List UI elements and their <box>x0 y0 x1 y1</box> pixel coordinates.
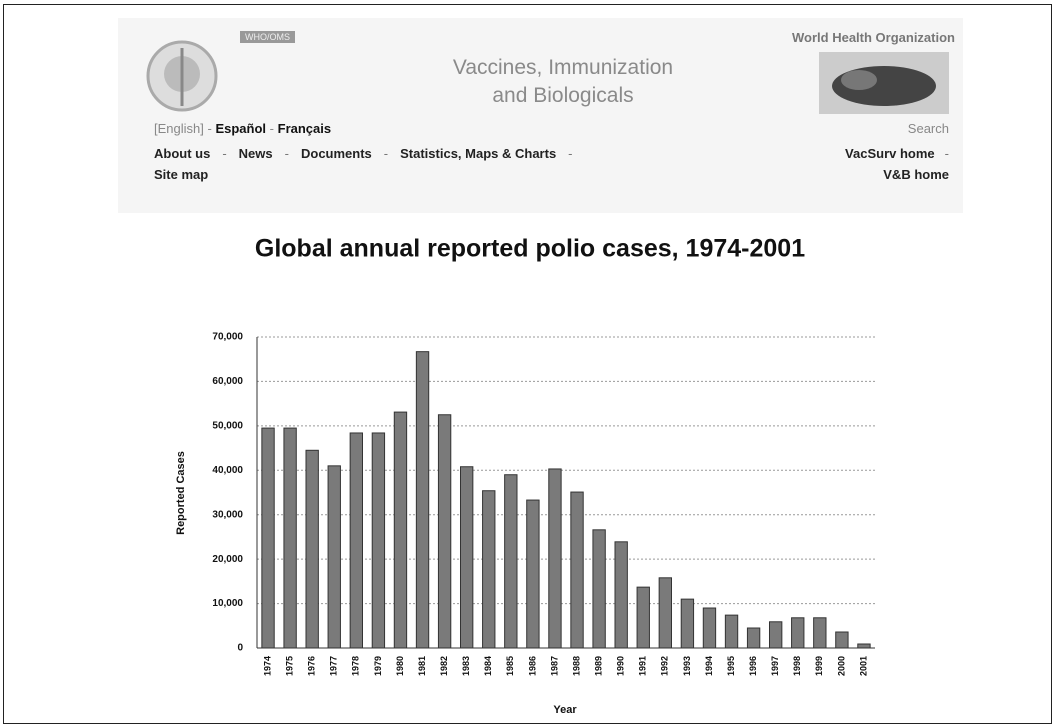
x-tick-label: 1986 <box>527 656 537 676</box>
x-tick-label: 1989 <box>593 656 603 676</box>
x-tick-label: 1985 <box>505 656 515 676</box>
x-tick-label: 1997 <box>770 656 780 676</box>
x-tick-label: 1999 <box>814 656 824 676</box>
y-tick-label: 0 <box>237 643 243 654</box>
chart-title: Global annual reported polio cases, 1974… <box>255 235 805 263</box>
x-tick-label: 1976 <box>307 656 317 676</box>
x-tick-label: 1998 <box>792 656 802 676</box>
site-title-line: and Biologicals <box>492 84 634 107</box>
bar <box>283 427 297 649</box>
bar <box>415 351 430 649</box>
chart: Global annual reported polio cases, 1974… <box>175 235 875 716</box>
y-tick-label: 60,000 <box>212 376 243 387</box>
bar <box>526 499 540 649</box>
nav-links: About us - News - Documents - Statistics, Maps… <box>154 143 734 185</box>
site-title: Vaccines, Immunization and Biologicals <box>403 54 723 110</box>
x-tick-label: 1981 <box>417 656 427 676</box>
y-tick-label: 50,000 <box>212 420 243 431</box>
x-tick-label: 2000 <box>836 656 846 676</box>
bar <box>835 631 849 649</box>
bar <box>791 617 805 649</box>
bar <box>768 621 783 649</box>
y-tick-label: 10,000 <box>212 598 243 609</box>
nav-link[interactable]: VacSurv home <box>845 146 935 161</box>
nav-link[interactable]: Documents <box>300 146 372 161</box>
nav-link[interactable]: News <box>238 146 273 161</box>
x-tick-label: 1995 <box>726 656 736 676</box>
y-tick-label: 40,000 <box>212 465 243 476</box>
x-tick-label: 1980 <box>395 656 405 676</box>
separator: - <box>383 146 389 161</box>
x-tick-label: 1984 <box>483 656 493 676</box>
bar <box>592 529 606 649</box>
language-link[interactable]: [English] <box>154 121 204 136</box>
separator: - <box>222 146 227 161</box>
x-tick-label: 1996 <box>748 656 758 676</box>
bar <box>349 432 364 649</box>
bar <box>570 491 584 649</box>
y-tick-label: 70,000 <box>212 332 243 343</box>
x-tick-label: 2001 <box>858 656 868 676</box>
nav-link[interactable]: Statistics, Maps & Charts <box>400 146 557 161</box>
header-photo <box>819 52 949 114</box>
site-title-line: Vaccines, Immunization <box>452 56 674 79</box>
site-header: WHO/OMS World Health Organization Vaccin… <box>118 18 963 213</box>
separator: - <box>269 121 275 136</box>
nav-link[interactable]: V&B home <box>883 167 949 182</box>
bar <box>327 465 341 649</box>
x-tick-label: 1993 <box>682 656 692 676</box>
bar <box>459 466 474 649</box>
separator: - <box>284 146 289 161</box>
bar <box>437 414 452 649</box>
x-tick-label: 1991 <box>638 656 648 676</box>
x-tick-label: 1988 <box>571 656 581 676</box>
language-link[interactable]: Español <box>215 121 267 136</box>
x-tick-label: 1978 <box>351 656 361 676</box>
y-tick-label: 20,000 <box>212 554 243 565</box>
bar <box>813 617 827 649</box>
badge: WHO/OMS <box>240 31 295 43</box>
x-tick-label: 1992 <box>660 656 670 676</box>
bar <box>614 541 628 649</box>
bar <box>636 586 650 649</box>
x-tick-label: 1975 <box>284 656 294 676</box>
x-tick-label: 1974 <box>262 656 272 676</box>
nav-link[interactable]: Site map <box>154 167 209 182</box>
separator: - <box>207 121 212 136</box>
x-tick-label: 1977 <box>329 656 339 676</box>
separator: - <box>944 146 949 161</box>
x-axis-title: Year <box>553 704 577 716</box>
x-tick-label: 1983 <box>461 656 471 676</box>
right-links: VacSurv home - V&B home <box>845 143 949 185</box>
bar <box>857 643 871 649</box>
bar <box>746 627 761 649</box>
bar <box>482 490 496 649</box>
x-tick-label: 1982 <box>439 656 449 676</box>
bar <box>658 577 673 649</box>
bar <box>548 468 562 649</box>
bar <box>504 474 518 649</box>
y-axis-title: Reported Cases <box>175 451 187 535</box>
y-tick-label: 30,000 <box>212 509 243 520</box>
search-link[interactable]: Search <box>907 121 949 136</box>
x-tick-label: 1990 <box>616 656 626 676</box>
x-tick-label: 1987 <box>549 656 559 676</box>
bar <box>261 427 275 649</box>
nav-link[interactable]: About us <box>154 146 211 161</box>
x-tick-label: 1994 <box>704 656 714 676</box>
language-link[interactable]: Français <box>277 121 332 136</box>
who-emblem <box>146 40 218 112</box>
organization: World Health Organization <box>792 30 955 45</box>
bar <box>371 432 386 649</box>
language-links: [English] - Español - Français <box>154 121 331 136</box>
bar <box>305 449 319 649</box>
bar <box>680 598 695 649</box>
bar <box>724 614 739 649</box>
bar <box>393 411 408 649</box>
bar <box>702 607 717 649</box>
separator: - <box>568 146 573 161</box>
x-tick-label: 1979 <box>373 656 383 676</box>
